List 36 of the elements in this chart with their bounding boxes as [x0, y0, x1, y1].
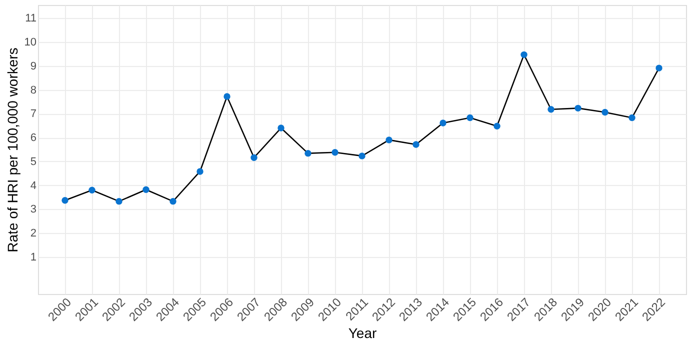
point	[196, 168, 204, 175]
y-tick-label: 1	[30, 251, 36, 264]
point	[278, 124, 284, 132]
point	[440, 120, 446, 126]
y-tick-label: 5	[30, 156, 36, 168]
point	[628, 114, 636, 122]
point	[250, 154, 258, 161]
y-tick-label: 11	[25, 12, 36, 25]
point	[304, 150, 312, 157]
point	[332, 149, 338, 156]
x-axis-title: Year	[348, 325, 377, 342]
y-axis-title: Rate of HRI per 100,000 workers	[4, 48, 20, 252]
y-tick-label: 4	[30, 180, 36, 192]
point	[224, 93, 230, 100]
y-tick-label: 8	[30, 84, 36, 96]
point	[656, 64, 662, 72]
point	[88, 186, 96, 194]
point	[116, 198, 122, 205]
point	[62, 197, 68, 204]
point	[520, 51, 528, 58]
point	[574, 104, 582, 112]
point	[466, 114, 474, 122]
y-tick-label: 3	[30, 204, 36, 216]
point	[412, 141, 420, 148]
y-tick-label: 2	[30, 228, 36, 240]
point	[548, 106, 554, 113]
point	[602, 108, 608, 116]
y-tick-label: 7	[30, 108, 36, 120]
y-tick-label: 9	[30, 60, 36, 72]
point	[170, 198, 176, 205]
point	[386, 136, 392, 144]
y-tick-label: 10	[24, 36, 36, 49]
point	[494, 122, 500, 130]
y-tick-label: 6	[30, 132, 36, 144]
point	[142, 186, 150, 193]
point	[358, 152, 366, 160]
